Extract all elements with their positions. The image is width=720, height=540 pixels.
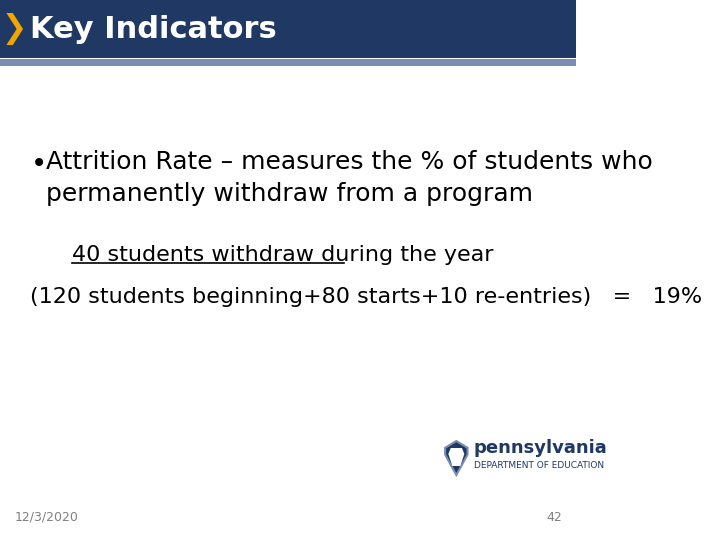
Text: •: • <box>30 150 47 178</box>
Text: permanently withdraw from a program: permanently withdraw from a program <box>46 182 534 206</box>
Text: DEPARTMENT OF EDUCATION: DEPARTMENT OF EDUCATION <box>474 462 604 470</box>
Polygon shape <box>449 448 464 466</box>
Text: Key Indicators: Key Indicators <box>30 15 277 44</box>
Polygon shape <box>6 13 23 45</box>
FancyBboxPatch shape <box>0 0 577 58</box>
Text: pennsylvania: pennsylvania <box>474 439 608 457</box>
Text: Attrition Rate – measures the % of students who: Attrition Rate – measures the % of stude… <box>46 150 653 174</box>
Polygon shape <box>445 441 467 475</box>
FancyBboxPatch shape <box>0 59 577 66</box>
Text: 12/3/2020: 12/3/2020 <box>14 511 78 524</box>
Text: 42: 42 <box>546 511 562 524</box>
Text: (120 students beginning+80 starts+10 re-entries)   =   19%: (120 students beginning+80 starts+10 re-… <box>30 287 703 307</box>
Text: 40 students withdraw during the year: 40 students withdraw during the year <box>72 245 493 265</box>
